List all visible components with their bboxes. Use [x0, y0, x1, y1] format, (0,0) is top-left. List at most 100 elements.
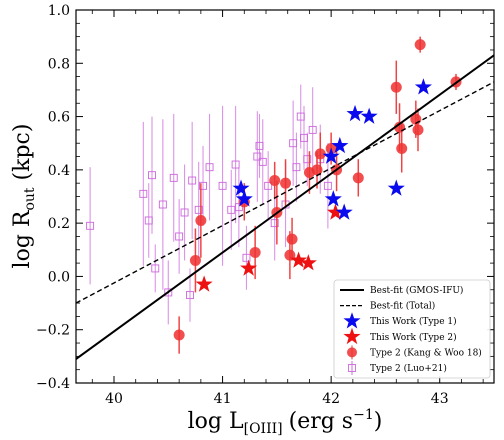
tick-layer: 40 41 42 43 −0.4 −0.2 0.0 0.2 0.4 0.6 0.8 1.0 [36, 3, 494, 407]
luo21-point [188, 176, 197, 185]
kang-woo-point [412, 124, 424, 136]
y-tick-label: −0.2 [36, 323, 70, 339]
legend-box [333, 279, 491, 379]
legend: Best-fit (GMOS-IFU) Best-fit (Total) This … [333, 279, 491, 379]
y-axis-title-main: log R [10, 209, 35, 268]
luo21-point [139, 189, 148, 198]
star-1-point [326, 203, 345, 220]
star-1-point [290, 251, 308, 268]
star-0-point [360, 107, 378, 124]
y-axis-title-sub: out [22, 187, 38, 210]
y-axis-title-unit: (kpc) [10, 124, 35, 188]
luo21-point [323, 181, 332, 190]
legend-marker-swatch [348, 364, 356, 372]
star-0-point [235, 190, 253, 207]
legend-label: Type 2 (Luo+21) [370, 363, 447, 374]
legend-label: This Work (Type 2) [370, 332, 457, 343]
luo21-point [86, 221, 95, 230]
x-axis-title-unit: (erg s [289, 409, 354, 434]
luo21-point [158, 200, 167, 209]
kang-woo-point [269, 175, 281, 187]
data-layer [86, 36, 462, 354]
luo21-point [151, 264, 160, 273]
star-0-point [335, 203, 353, 220]
y-tick-label: 0.4 [48, 163, 70, 179]
kang-woo-point [173, 329, 185, 341]
kang-woo-point [195, 214, 207, 226]
kang-woo-point [286, 233, 298, 245]
x-axis-title: log L[OIII] (erg s−1) [188, 407, 383, 437]
luo21-point [303, 155, 312, 164]
legend-label: Type 2 (Kang & Woo 18) [370, 347, 482, 358]
luo21-point [164, 288, 173, 297]
kang-woo-point [189, 254, 201, 266]
star-0-point [232, 179, 250, 196]
series-star-1 [195, 203, 345, 292]
legend-label: Best-fit (Total) [370, 301, 435, 312]
kang-woo-point [390, 81, 402, 93]
luo21-point [258, 157, 267, 166]
x-axis-title-sub: [OIII] [244, 421, 283, 437]
x-axis-title-close: ) [374, 409, 383, 434]
y-tick-label: 0.2 [48, 216, 70, 232]
luo21-point [186, 291, 194, 300]
luo21-point [148, 171, 156, 180]
kang-woo-point [280, 177, 292, 189]
kang-woo-point [396, 143, 408, 155]
x-tick-label: 43 [431, 391, 449, 407]
x-axis-title-main: log L [188, 409, 244, 434]
legend-entry: Type 2 (Luo+21) [348, 361, 447, 375]
kang-woo-point [414, 39, 426, 51]
kang-woo-point [249, 246, 261, 258]
x-tick-label: 41 [214, 391, 232, 407]
luo21-point [292, 163, 301, 172]
x-tick-label: 40 [105, 391, 123, 407]
luo21-point [253, 152, 262, 161]
y-tick-label: 1.0 [48, 3, 70, 19]
x-tick-label: 42 [322, 391, 340, 407]
luo21-point [194, 205, 203, 214]
fit-line-total [76, 81, 494, 304]
y-axis-title: log Rout (kpc) [10, 124, 38, 269]
legend-entry: This Work (Type 2) [343, 327, 457, 345]
luo21-point [270, 219, 279, 228]
star-1-point [299, 254, 317, 271]
star-1-point [195, 275, 213, 292]
y-tick-label: 0.0 [48, 269, 70, 285]
legend-marker-swatch [343, 327, 361, 345]
fit-line-gmos [76, 54, 494, 360]
luo21-point [231, 160, 240, 169]
star-0-point [331, 136, 349, 154]
star-0-point [346, 104, 364, 122]
legend-entry: Type 2 (Kang & Woo 18) [347, 345, 482, 360]
legend-label: Best-fit (GMOS-IFU) [370, 285, 463, 296]
star-1-point [240, 259, 258, 276]
kang-woo-point [352, 172, 364, 184]
y-tick-label: 0.6 [48, 110, 70, 126]
legend-entry: Best-fit (Total) [340, 301, 435, 312]
legend-label: This Work (Type 1) [370, 316, 457, 327]
x-axis-title-unit-sup: −1 [353, 407, 374, 423]
luo21-point [234, 203, 243, 212]
luo21-point [205, 163, 214, 172]
legend-marker-swatch [347, 347, 357, 358]
luo21-point [199, 181, 207, 190]
star-0-point [322, 147, 340, 164]
legend-entry: Best-fit (GMOS-IFU) [340, 285, 463, 296]
fit-layer [76, 54, 494, 360]
luo21-point [218, 181, 227, 190]
star-0-point [324, 190, 342, 207]
legend-entry: This Work (Type 1) [343, 312, 457, 329]
luo21-point [242, 253, 251, 262]
star-0-point [387, 179, 405, 196]
series-star-0 [232, 78, 432, 220]
legend-marker-swatch [343, 312, 361, 329]
y-tick-label: −0.4 [36, 376, 70, 392]
luo21-point [180, 208, 189, 217]
y-tick-label: 0.8 [48, 56, 70, 72]
luo21-point [227, 205, 236, 214]
star-0-point [414, 78, 432, 95]
luo21-point [169, 173, 178, 182]
luo21-point [264, 181, 273, 190]
